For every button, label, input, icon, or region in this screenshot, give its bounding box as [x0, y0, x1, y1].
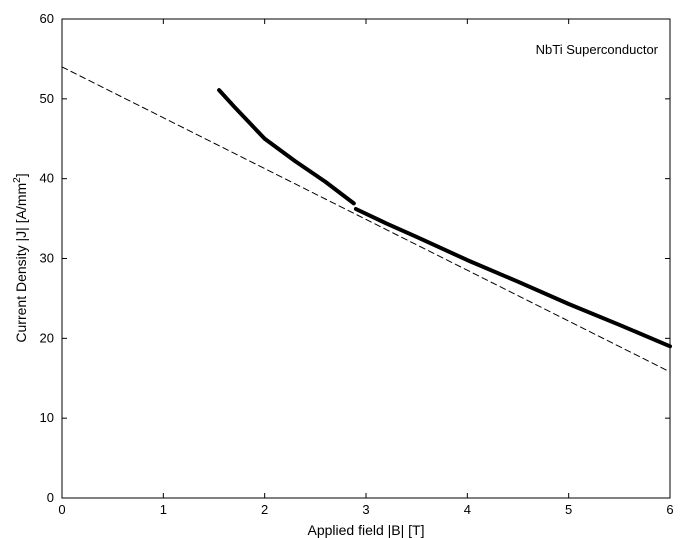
y-tick-label: 50 — [40, 91, 54, 106]
x-tick-label: 2 — [261, 502, 268, 517]
annotation: NbTi Superconductor — [536, 42, 659, 57]
measured-curve-2 — [353, 207, 672, 349]
y-tick-label: 30 — [40, 251, 54, 266]
series-layer — [61, 66, 672, 373]
y-tick-label: 10 — [40, 410, 54, 425]
dashed-fit-line — [61, 66, 671, 373]
measured-curve-1 — [217, 88, 356, 206]
x-tick-label: 4 — [464, 502, 471, 517]
y-tick-label: 40 — [40, 171, 54, 186]
y-axis-label: Current Density |J| [A/mm2] — [12, 173, 29, 342]
x-tick-label: 1 — [160, 502, 167, 517]
plot-frame — [61, 18, 671, 499]
y-tick-label: 20 — [40, 330, 54, 345]
x-tick-label: 3 — [362, 502, 369, 517]
x-axis-label: Applied field |B| [T] — [308, 522, 425, 538]
x-tick-label: 6 — [666, 502, 673, 517]
y-tick-label: 0 — [47, 490, 54, 505]
x-tick-label: 5 — [565, 502, 572, 517]
y-tick-label: 60 — [40, 11, 54, 26]
x-tick-label: 0 — [58, 502, 65, 517]
y-axis-label-sup: 2 — [12, 177, 23, 183]
y-axis-label-main: Current Density |J| [A/mm — [13, 183, 29, 343]
y-axis-label-end: ] — [13, 173, 29, 177]
